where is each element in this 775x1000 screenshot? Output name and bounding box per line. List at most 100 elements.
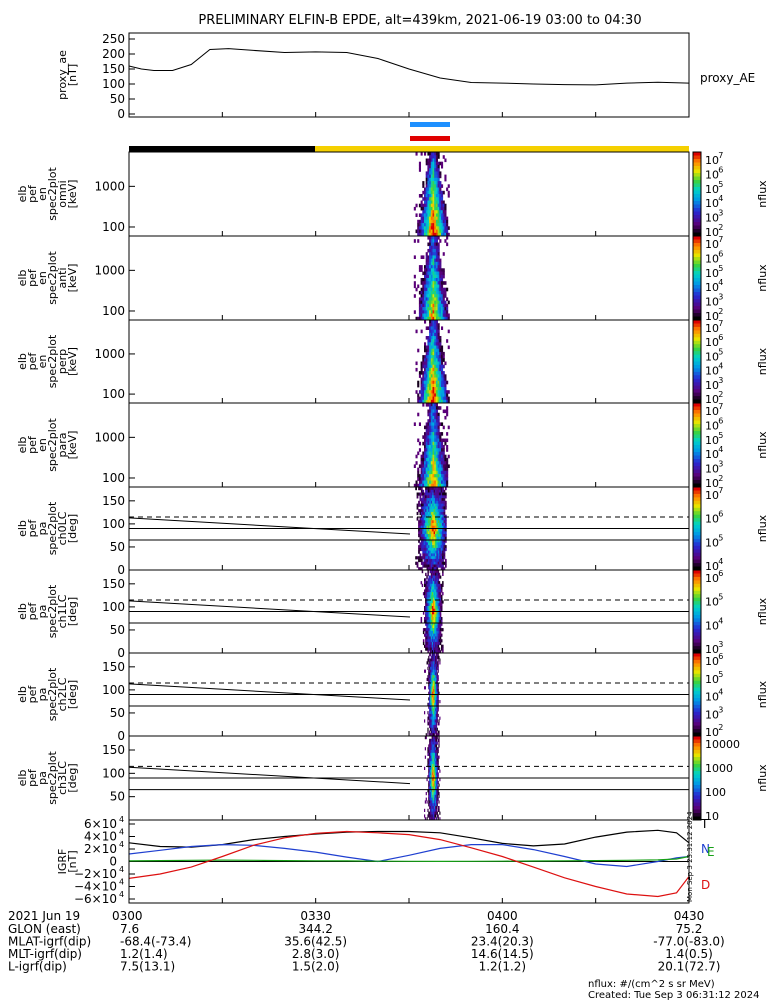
heat-cell xyxy=(430,316,433,321)
heat-cell xyxy=(446,226,449,230)
heat-cell xyxy=(439,661,441,665)
heat-cell xyxy=(441,603,443,607)
heat-cell xyxy=(429,245,432,250)
heat-cell xyxy=(427,498,430,502)
heat-cell xyxy=(420,219,423,224)
colorbar-step xyxy=(693,715,701,720)
heat-cell xyxy=(433,783,435,787)
heat-cell xyxy=(436,520,439,524)
heat-cell xyxy=(435,697,437,701)
heat-cell xyxy=(432,755,434,759)
heat-cell xyxy=(433,655,435,659)
heat-cell xyxy=(427,558,430,563)
heat-cell xyxy=(429,617,432,621)
heat-cell xyxy=(418,441,421,446)
heat-cell xyxy=(424,355,427,359)
heat-cell xyxy=(439,297,442,301)
heat-cell xyxy=(441,367,444,372)
heat-cell xyxy=(434,300,437,305)
heat-cell xyxy=(432,803,434,807)
colorbar-step xyxy=(693,253,701,258)
ylabel-line: spec2plot xyxy=(46,584,59,638)
ytick-label: 4×10 xyxy=(84,830,117,844)
colorbar-step xyxy=(693,162,701,167)
heat-cell xyxy=(431,633,434,637)
heat-cell xyxy=(440,550,443,554)
heat-cell xyxy=(425,480,428,485)
heat-cell xyxy=(431,647,434,651)
heat-cell xyxy=(430,800,432,804)
heat-cell xyxy=(420,223,423,227)
heat-cell xyxy=(420,313,423,318)
heat-cell xyxy=(433,622,435,626)
heat-cell xyxy=(431,797,433,801)
heat-cell xyxy=(424,190,427,195)
heat-cell xyxy=(430,412,433,417)
heat-cell xyxy=(432,705,434,709)
heat-cell xyxy=(428,594,430,599)
heat-cell xyxy=(434,278,437,282)
colorbar-step xyxy=(693,511,701,516)
heat-cell xyxy=(435,329,438,334)
heat-cell xyxy=(431,661,433,665)
heat-cell xyxy=(428,722,430,726)
heat-cell xyxy=(424,633,426,637)
heat-cell xyxy=(434,581,436,585)
footer-time: 0430 xyxy=(674,909,705,923)
heat-cell xyxy=(430,461,433,465)
heat-cell xyxy=(441,374,444,378)
heat-cell xyxy=(427,758,429,762)
heat-cell xyxy=(428,677,430,682)
heat-cell xyxy=(429,511,432,516)
heat-cell xyxy=(435,614,437,618)
heat-cell xyxy=(439,345,442,350)
heat-cell xyxy=(433,738,435,742)
heat-cell xyxy=(427,503,430,507)
colorbar-step xyxy=(693,173,701,177)
colorbar-step xyxy=(693,462,701,467)
heat-cell xyxy=(434,184,437,188)
ylabel-line: pa xyxy=(36,771,49,785)
colorbar-step xyxy=(693,448,701,453)
heat-cell xyxy=(426,636,428,640)
heat-cell xyxy=(432,367,435,372)
heat-cell xyxy=(444,377,447,382)
colorbar-step xyxy=(693,406,701,411)
heat-cell xyxy=(440,531,443,535)
heat-cell xyxy=(432,536,434,540)
heat-cell xyxy=(437,200,440,205)
heat-cell xyxy=(435,730,438,734)
heat-cell xyxy=(433,803,435,807)
heat-cell xyxy=(434,336,437,340)
heat-cell xyxy=(429,187,432,192)
heat-cell xyxy=(435,747,437,751)
heat-cell xyxy=(437,589,440,593)
heat-cell xyxy=(429,594,432,599)
heat-cell xyxy=(433,761,435,765)
heat-cell xyxy=(433,741,435,745)
heat-cell xyxy=(429,716,431,720)
heat-cell xyxy=(427,702,429,706)
heat-cell xyxy=(438,603,441,607)
colorbar-step xyxy=(693,434,701,439)
heat-cell xyxy=(439,700,441,704)
heat-cell xyxy=(427,258,430,263)
heat-cell xyxy=(431,628,434,632)
heat-cell xyxy=(434,655,436,659)
heat-cell xyxy=(435,713,438,718)
heat-cell xyxy=(433,672,435,676)
colorbar-step xyxy=(693,455,701,460)
heat-cell xyxy=(439,451,442,456)
heat-cell xyxy=(436,811,438,815)
heat-cell xyxy=(434,261,437,266)
heat-cell xyxy=(424,432,427,436)
colorbar-tick: 10 xyxy=(705,197,719,210)
heat-cell xyxy=(430,711,432,715)
heat-cell xyxy=(429,567,432,571)
heat-cell xyxy=(426,608,428,612)
heat-cell xyxy=(435,271,438,276)
colorbar-step xyxy=(693,299,701,303)
heat-cell xyxy=(427,336,430,340)
heat-cell xyxy=(427,506,430,510)
